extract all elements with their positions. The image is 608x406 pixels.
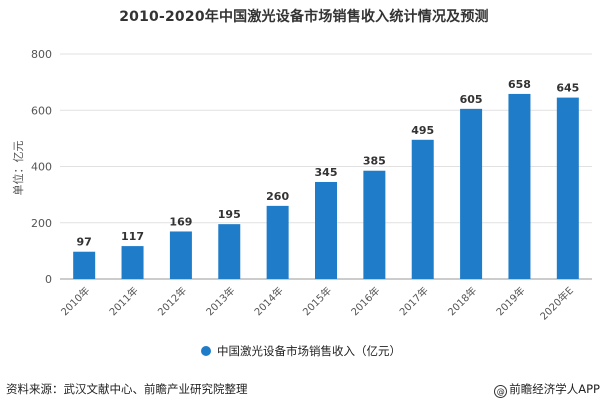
data-label: 385 bbox=[363, 155, 386, 168]
bar bbox=[218, 224, 241, 279]
credit-note: @ 前瞻经济学人APP bbox=[494, 381, 600, 398]
bar bbox=[411, 139, 434, 279]
bar bbox=[266, 205, 289, 279]
x-tick-label: 2014年 bbox=[251, 284, 285, 318]
data-label: 658 bbox=[508, 78, 531, 91]
bar bbox=[460, 108, 483, 279]
data-label: 195 bbox=[218, 208, 241, 221]
x-tick-label: 2016年 bbox=[348, 284, 382, 318]
x-tick-label: 2017年 bbox=[397, 284, 431, 318]
at-icon: @ bbox=[494, 385, 508, 398]
y-tick-label: 800 bbox=[31, 48, 52, 61]
x-tick-label: 2013年 bbox=[203, 284, 237, 318]
bar bbox=[508, 93, 531, 279]
bar bbox=[556, 97, 579, 279]
data-label: 495 bbox=[411, 124, 434, 137]
data-label: 260 bbox=[266, 190, 289, 203]
y-tick-label: 200 bbox=[31, 217, 52, 230]
data-label: 605 bbox=[460, 93, 483, 106]
data-label: 97 bbox=[77, 236, 92, 249]
source-note: 资料来源：武汉文献中心、前瞻产业研究院整理 bbox=[6, 382, 248, 396]
bar bbox=[363, 170, 386, 279]
bar bbox=[121, 246, 144, 279]
data-labels: 97 117 169 195 260 345 385 495 605 658 645 bbox=[77, 78, 580, 249]
bar bbox=[169, 231, 192, 279]
x-tick-label: 2019年 bbox=[493, 284, 527, 318]
legend: 中国激光设备市场销售收入（亿元） bbox=[201, 344, 401, 358]
legend-marker bbox=[201, 346, 211, 356]
x-tick-label: 2015年 bbox=[300, 284, 334, 318]
y-tick-label: 600 bbox=[31, 104, 52, 117]
x-tick-label: 2012年 bbox=[155, 284, 189, 318]
legend-label: 中国激光设备市场销售收入（亿元） bbox=[217, 344, 401, 358]
bar bbox=[73, 251, 96, 279]
axes: 0 200 400 600 800 2010年 2011年 2012年 2013年 2014年 20… bbox=[31, 48, 576, 323]
y-tick-label: 0 bbox=[45, 273, 52, 286]
data-label: 169 bbox=[169, 215, 192, 228]
credit-text: 前瞻经济学人APP bbox=[509, 382, 600, 396]
x-tick-label: 2011年 bbox=[106, 284, 140, 318]
x-tick-label: 2020年E bbox=[537, 284, 576, 323]
x-tick-label: 2018年 bbox=[445, 284, 479, 318]
x-tick-label: 2010年 bbox=[58, 284, 92, 318]
data-label: 645 bbox=[556, 82, 579, 95]
bar bbox=[315, 181, 337, 279]
bars bbox=[73, 93, 579, 279]
y-axis-label: 单位：亿元 bbox=[11, 141, 25, 196]
data-label: 117 bbox=[121, 230, 144, 243]
chart-title: 2010-2020年中国激光设备市场销售收入统计情况及预测 bbox=[119, 9, 489, 25]
data-label: 345 bbox=[315, 166, 338, 179]
y-tick-label: 400 bbox=[31, 161, 52, 174]
